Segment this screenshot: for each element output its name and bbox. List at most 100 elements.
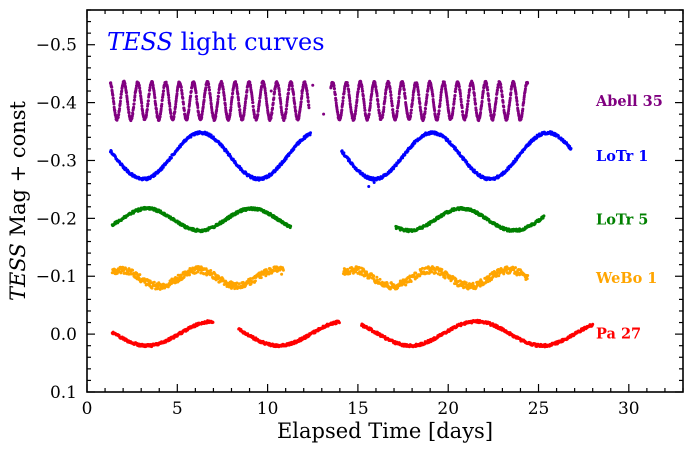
data-point [118, 101, 122, 105]
data-point [216, 95, 220, 99]
data-point [309, 131, 312, 135]
data-point [416, 90, 420, 94]
data-point [111, 97, 115, 101]
data-point [152, 280, 156, 284]
data-point [215, 107, 219, 111]
data-point [494, 96, 498, 100]
data-point [494, 99, 498, 103]
data-point [208, 93, 212, 97]
data-point [284, 110, 288, 114]
data-point [415, 83, 419, 87]
data-point [272, 96, 276, 100]
data-point [387, 81, 391, 85]
data-point [389, 90, 393, 94]
data-point [481, 89, 485, 93]
data-point [223, 98, 227, 102]
data-point [473, 98, 477, 102]
data-point [492, 113, 496, 117]
data-point [279, 106, 283, 110]
data-point [289, 224, 293, 228]
data-point [167, 93, 171, 97]
data-point [424, 107, 428, 111]
data-point [363, 108, 367, 112]
data-point [140, 104, 144, 108]
data-point [459, 100, 463, 104]
data-point [337, 321, 341, 325]
data-point [217, 91, 221, 95]
data-point [159, 107, 163, 111]
data-point-outlier [372, 180, 376, 184]
data-point [465, 105, 469, 109]
data-point [443, 84, 447, 88]
data-point [417, 93, 421, 97]
data-point [445, 96, 449, 100]
data-point [138, 86, 142, 90]
data-point [264, 91, 268, 95]
data-point [173, 110, 177, 114]
data-point [418, 102, 422, 106]
data-point [341, 101, 345, 105]
data-point [253, 279, 257, 283]
data-point [391, 108, 395, 112]
data-point [182, 108, 186, 112]
data-point [300, 94, 304, 98]
data-point [144, 113, 148, 117]
data-point [264, 93, 268, 97]
data-point [459, 94, 463, 98]
data-point [236, 92, 240, 96]
data-point [127, 111, 131, 115]
data-point [216, 97, 220, 101]
chart-title-rest: light curves [173, 28, 325, 56]
data-point [208, 88, 212, 92]
data-point [369, 97, 373, 101]
data-point [248, 83, 252, 87]
data-point [377, 109, 381, 113]
data-point [360, 87, 364, 91]
data-point [446, 103, 450, 107]
data-point [211, 320, 215, 324]
data-point [187, 273, 191, 277]
data-point [251, 101, 255, 105]
data-point [438, 101, 442, 105]
data-point [434, 271, 438, 275]
data-point [445, 100, 449, 104]
data-point [172, 115, 176, 119]
data-point [160, 102, 164, 106]
data-point [398, 87, 402, 91]
data-point [487, 98, 491, 102]
data-point [347, 90, 351, 94]
data-point [160, 98, 164, 102]
data-point [454, 277, 458, 281]
data-point [271, 106, 275, 110]
data-point [269, 116, 273, 120]
data-point [333, 93, 337, 97]
data-point [235, 87, 239, 91]
data-point [390, 99, 394, 103]
data-point [425, 93, 429, 97]
data-point [148, 88, 152, 92]
data-point [263, 89, 267, 93]
data-point [423, 110, 427, 114]
data-point [180, 92, 184, 96]
data-point [499, 83, 503, 87]
data-point [116, 115, 120, 119]
data-point [278, 93, 282, 97]
data-point-outlier [322, 112, 326, 116]
data-point [132, 102, 136, 106]
data-point [377, 105, 380, 109]
data-point [522, 100, 526, 104]
data-point [140, 101, 144, 105]
data-point [502, 105, 506, 109]
data-point [395, 109, 399, 113]
series-abell-35 [108, 79, 530, 123]
data-point [390, 101, 394, 105]
data-point [402, 84, 406, 88]
data-point [202, 98, 206, 102]
data-point [174, 99, 178, 103]
data-point [360, 84, 364, 88]
data-point [471, 281, 475, 285]
data-point [454, 87, 458, 91]
data-point [284, 107, 288, 111]
data-marks [108, 79, 595, 349]
data-point [403, 91, 407, 95]
